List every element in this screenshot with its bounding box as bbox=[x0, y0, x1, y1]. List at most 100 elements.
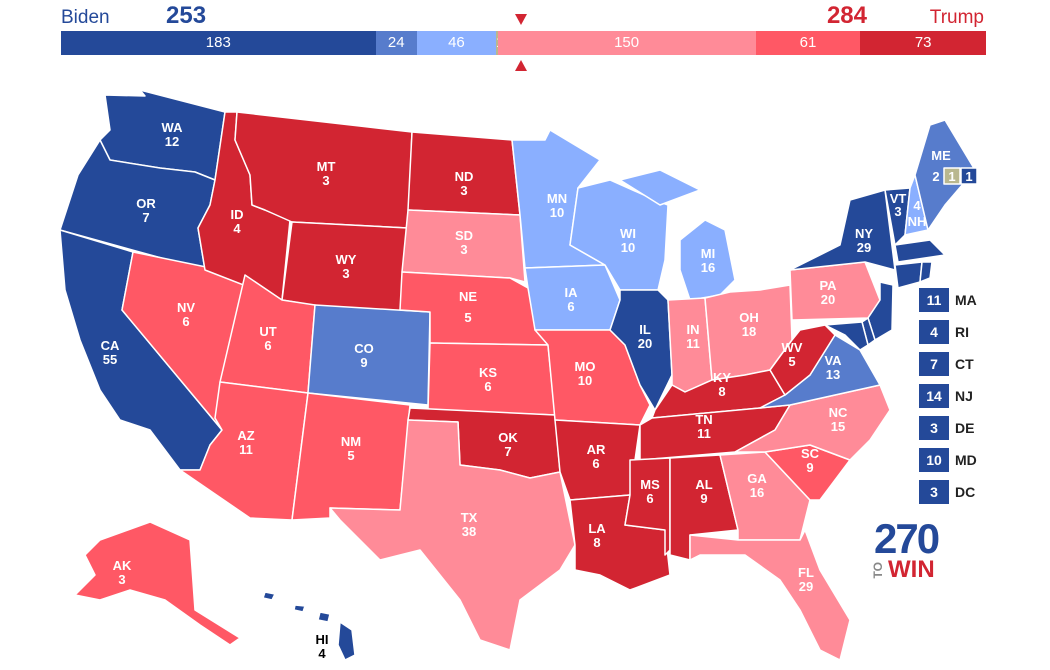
label-NC-abbr: NC bbox=[829, 405, 848, 420]
state-AK[interactable] bbox=[74, 521, 241, 646]
biden-name: Biden bbox=[61, 7, 110, 28]
270towin-logo[interactable]: 270 TO WIN bbox=[871, 518, 952, 584]
label-SC-ev: 9 bbox=[806, 460, 813, 475]
state-SD[interactable] bbox=[401, 209, 526, 283]
state-WV[interactable] bbox=[769, 324, 836, 396]
small-states-legend: 11 MA 4 RI 7 CT 14 NJ 3 DE 10 MD 3 DC bbox=[919, 288, 977, 512]
label-TN-ev: 11 bbox=[697, 426, 711, 441]
label-NE-abbr: NE bbox=[459, 289, 477, 304]
small-state-abbr: NJ bbox=[955, 388, 973, 404]
label-LA-abbr: LA bbox=[588, 521, 606, 536]
label-VT-ev: 3 bbox=[894, 204, 901, 219]
label-OR-ev: 7 bbox=[142, 210, 149, 225]
state-NY[interactable] bbox=[789, 189, 896, 271]
label-WA-abbr: WA bbox=[162, 120, 184, 135]
label-IL-abbr: IL bbox=[639, 322, 651, 337]
trump-name: Trump bbox=[929, 7, 984, 28]
label-NV-abbr: NV bbox=[177, 300, 195, 315]
bar-segment-likely-d[interactable]: 24 bbox=[375, 31, 417, 55]
state-ME-cd2-box[interactable] bbox=[943, 167, 961, 185]
bar-segment-safe-r[interactable]: 73 bbox=[860, 31, 986, 55]
small-state-ev: 3 bbox=[919, 416, 949, 440]
state-WI[interactable] bbox=[569, 179, 669, 291]
state-HI[interactable] bbox=[262, 591, 356, 661]
state-FL[interactable] bbox=[689, 529, 851, 661]
small-state-abbr: DC bbox=[955, 484, 976, 500]
bar-segment-safe-d[interactable]: 183 bbox=[61, 31, 376, 55]
label-IA-ev: 6 bbox=[567, 299, 574, 314]
label-CA-ev: 55 bbox=[103, 352, 117, 367]
label-UT-abbr: UT bbox=[259, 324, 276, 339]
electoral-vote-bar: 183 24 46 1 150 61 73 bbox=[61, 31, 986, 55]
bar-segment-lean-r[interactable]: 150 bbox=[497, 31, 756, 55]
logo-win: WIN bbox=[888, 556, 935, 583]
270-marker-down-icon bbox=[515, 14, 527, 25]
label-CO-ev: 9 bbox=[360, 355, 367, 370]
label-IL-ev: 20 bbox=[638, 336, 652, 351]
bar-segment-lean-d[interactable]: 46 bbox=[416, 31, 496, 55]
state-MI[interactable] bbox=[619, 169, 736, 301]
label-OH-abbr: OH bbox=[739, 310, 759, 325]
label-AR-ev: 6 bbox=[592, 456, 599, 471]
label-ND-abbr: ND bbox=[455, 169, 474, 184]
label-VA-ev: 13 bbox=[826, 367, 840, 382]
state-MA[interactable] bbox=[894, 239, 946, 263]
small-state-MD[interactable]: 10 MD bbox=[919, 448, 977, 472]
state-RI[interactable] bbox=[919, 261, 933, 283]
label-NH-abbr: NH bbox=[908, 214, 927, 229]
label-FL-abbr: FL bbox=[798, 565, 814, 580]
state-MD[interactable] bbox=[824, 321, 869, 351]
label-MO-ev: 10 bbox=[578, 373, 592, 388]
label-NM-ev: 5 bbox=[347, 448, 354, 463]
state-ME-cd1-box[interactable] bbox=[960, 167, 978, 185]
label-WY-ev: 3 bbox=[342, 266, 349, 281]
small-state-ev: 3 bbox=[919, 480, 949, 504]
label-PA-ev: 20 bbox=[821, 292, 835, 307]
small-state-NJ[interactable]: 14 NJ bbox=[919, 384, 977, 408]
small-state-MA[interactable]: 11 MA bbox=[919, 288, 977, 312]
small-state-abbr: RI bbox=[955, 324, 969, 340]
label-NH-ev: 4 bbox=[913, 198, 921, 213]
label-FL-ev: 29 bbox=[799, 579, 813, 594]
small-state-RI[interactable]: 4 RI bbox=[919, 320, 977, 344]
label-KY-ev: 8 bbox=[718, 384, 725, 399]
label-IA-abbr: IA bbox=[565, 285, 579, 300]
label-AZ-abbr: AZ bbox=[237, 428, 254, 443]
label-NC-ev: 15 bbox=[831, 419, 845, 434]
state-IL[interactable] bbox=[609, 289, 673, 411]
small-state-CT[interactable]: 7 CT bbox=[919, 352, 977, 376]
tally-header: Biden 253 284 Trump 183 24 46 1 150 61 7… bbox=[0, 0, 1050, 80]
label-NM-abbr: NM bbox=[341, 434, 361, 449]
label-OH-ev: 18 bbox=[742, 324, 756, 339]
label-MI-ev: 16 bbox=[701, 260, 715, 275]
label-HI-abbr: HI bbox=[316, 632, 329, 647]
trump-total: 284 bbox=[826, 2, 867, 29]
bar-segment-likely-r[interactable]: 61 bbox=[755, 31, 861, 55]
label-KS-ev: 6 bbox=[484, 379, 491, 394]
small-state-ev: 7 bbox=[919, 352, 949, 376]
label-MO-abbr: MO bbox=[575, 359, 596, 374]
label-WV-abbr: WV bbox=[782, 340, 803, 355]
small-state-ev: 11 bbox=[919, 288, 949, 312]
label-GA-abbr: GA bbox=[747, 471, 767, 486]
small-state-DC[interactable]: 3 DC bbox=[919, 480, 977, 504]
small-state-ev: 14 bbox=[919, 384, 949, 408]
label-VT-abbr: VT bbox=[890, 191, 907, 206]
logo-to: TO bbox=[871, 562, 885, 579]
state-CT[interactable] bbox=[894, 261, 923, 289]
label-AL-ev: 9 bbox=[700, 491, 707, 506]
label-IN-abbr: IN bbox=[687, 322, 700, 337]
label-TN-abbr: TN bbox=[695, 412, 712, 427]
label-WA-ev: 12 bbox=[165, 134, 179, 149]
label-HI-ev: 4 bbox=[318, 646, 326, 661]
label-MI-abbr: MI bbox=[701, 246, 715, 261]
state-TX[interactable] bbox=[329, 419, 576, 651]
label-MT-abbr: MT bbox=[317, 159, 336, 174]
small-state-DE[interactable]: 3 DE bbox=[919, 416, 977, 440]
small-state-ev: 4 bbox=[919, 320, 949, 344]
label-SD-abbr: SD bbox=[455, 228, 473, 243]
label-ND-ev: 3 bbox=[460, 183, 467, 198]
label-IN-ev: 11 bbox=[686, 336, 700, 351]
label-KS-abbr: KS bbox=[479, 365, 497, 380]
label-NY-abbr: NY bbox=[855, 226, 873, 241]
